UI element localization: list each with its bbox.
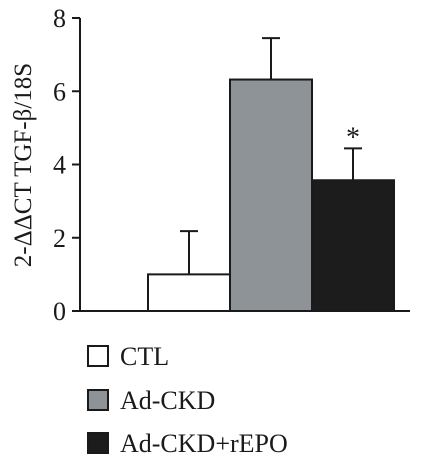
bar-0 [147, 273, 231, 312]
y-tick-label-4: 8 [53, 4, 66, 33]
error-bars [180, 37, 362, 275]
legend-swatch-1 [87, 389, 109, 411]
legend-swatch-0 [87, 345, 109, 367]
annotations: * [346, 122, 360, 153]
significance-mark-0: * [346, 122, 360, 153]
legend-label-0: CTL [120, 342, 169, 371]
y-axis-label: 2-ΔΔCT TGF-β/18S [10, 63, 37, 267]
y-tick-label-2: 4 [53, 151, 66, 180]
legend-label-2: Ad-CKD+rEPO [120, 429, 288, 458]
legend: CTL Ad-CKD Ad-CKD+rEPO [87, 342, 288, 458]
y-tick-label-1: 2 [53, 224, 66, 253]
bars [147, 78, 395, 312]
legend-swatch-2 [87, 432, 109, 454]
bar-1 [229, 78, 313, 312]
legend-label-1: Ad-CKD [120, 386, 215, 415]
bar-2 [311, 179, 395, 312]
y-tick-label-0: 0 [53, 297, 66, 326]
y-tick-label-3: 6 [53, 77, 66, 106]
